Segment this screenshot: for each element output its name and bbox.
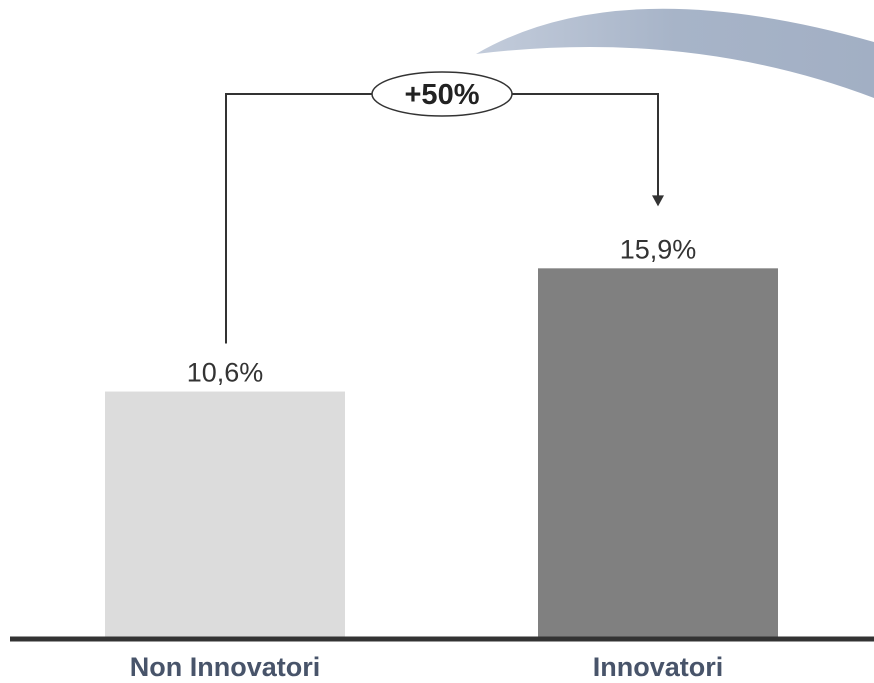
- difference-value: +50%: [405, 79, 480, 111]
- difference-badge: [371, 71, 513, 117]
- decorative-swoosh: [476, 8, 874, 98]
- bar-innovatori: [538, 268, 778, 638]
- connector-arrowhead: [652, 195, 664, 207]
- category-label-non-innovatori: Non Innovatori: [130, 652, 321, 682]
- data-label-non-innovatori: 10,6%: [187, 358, 264, 388]
- bar-non-innovatori: [105, 391, 345, 638]
- category-label-innovatori: Innovatori: [593, 652, 724, 682]
- data-label-innovatori: 15,9%: [620, 234, 697, 264]
